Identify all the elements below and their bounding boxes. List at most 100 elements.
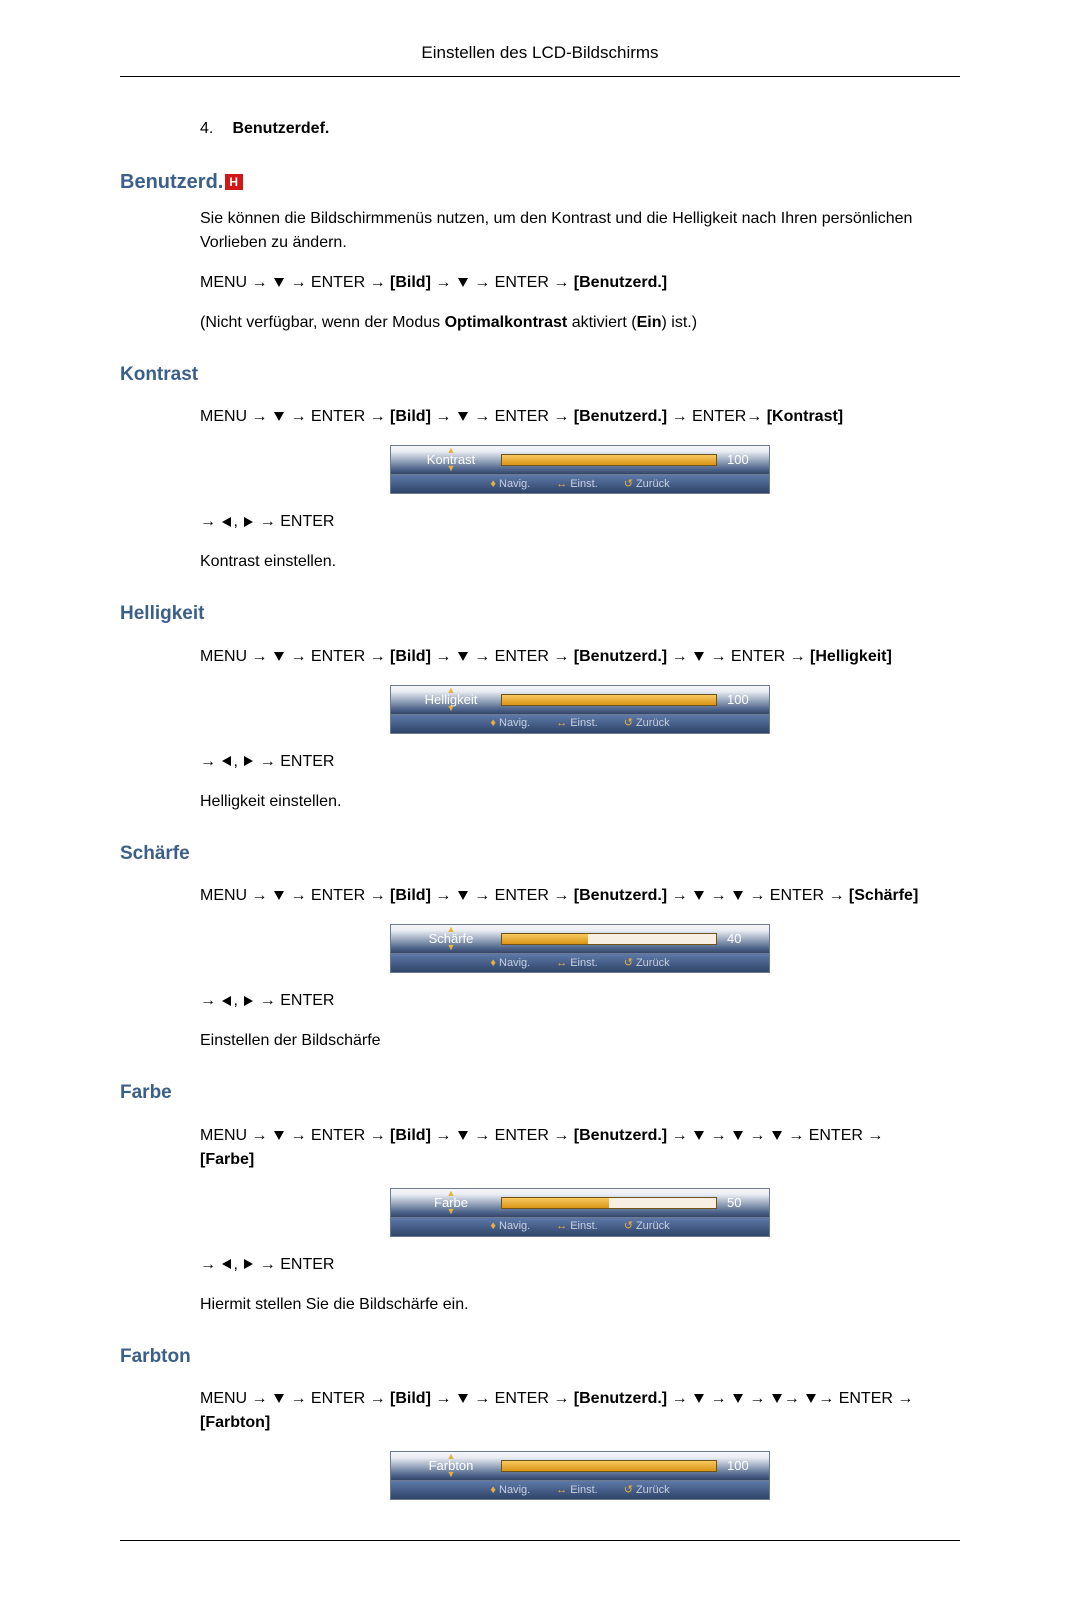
down-icon [772,1131,782,1140]
list-label: Benutzerdef. [232,120,329,137]
right-icon [244,996,253,1006]
footer-einst: ↔Einst. [556,955,598,972]
osd-strip: ▲ Helligkeit ▼ 100 [390,685,770,715]
path-benutzerd: [Benutzerd.] [574,648,667,665]
path-text: → ENTER [255,513,334,530]
footer-zuruck: ↺Zurück [624,1218,670,1235]
osd-footer: ♦Navig. ↔Einst. ↺Zurück [390,715,770,734]
footer-einst: ↔Einst. [556,1482,598,1499]
schaerfe-desc: Einstellen der Bildschärfe [200,1029,960,1053]
path-text: → ENTER → [470,887,574,904]
farbe-desc: Hiermit stellen Sie die Bildschärfe ein. [200,1293,960,1317]
footer-einst: ↔Einst. [556,715,598,732]
up-icon: ▲ [447,684,456,698]
osd-bar: 100 [501,690,759,710]
up-icon: ▲ [447,923,456,937]
farbton-path: MENU → → ENTER → [Bild] → → ENTER → [Ben… [200,1387,960,1435]
osd-farbton: ▲ Farbton ▼ 100 ♦Navig. ↔Einst. ↺Zurück [200,1451,960,1500]
down-icon [694,652,704,661]
path-bild: [Bild] [390,274,431,291]
down-icon [458,1131,468,1140]
osd-strip: ▲ Farbton ▼ 100 [390,1451,770,1481]
bar-value: 40 [727,929,759,949]
heading-farbton: Farbton [120,1343,960,1372]
down-icon [274,412,284,421]
down-icon [694,1131,704,1140]
footer-nav: ♦Navig. [490,476,530,493]
left-icon [222,517,231,527]
path-target: [Schärfe] [849,887,918,904]
down-icon: ▼ [447,941,456,955]
footer-zuruck: ↺Zurück [624,1482,670,1499]
path-bild: [Bild] [390,408,431,425]
helligkeit-path: MENU → → ENTER → [Bild] → → ENTER → [Ben… [200,645,960,669]
schaerfe-path: MENU → → ENTER → [Bild] → → ENTER → [Ben… [200,884,960,908]
bar-fill [502,1198,609,1208]
footer-zuruck: ↺Zurück [624,476,670,493]
bar-fill [502,1461,716,1471]
path-text: MENU → [200,1127,272,1144]
osd-label: ▲ Farbe ▼ [401,1193,501,1213]
osd-kontrast: ▲ Kontrast ▼ 100 ♦Navig. ↔Einst. ↺Zurück [200,445,960,494]
footer-nav: ♦Navig. [490,955,530,972]
page-header-title: Einstellen des LCD-Bildschirms [120,40,960,76]
benutzerd-path: MENU → → ENTER → [Bild] → → ENTER → [Ben… [200,271,960,295]
osd-schaerfe: ▲ Schärfe ▼ 40 ♦Navig. ↔Einst. ↺Zurück [200,924,960,973]
bar-value: 100 [727,690,759,710]
heading-benutzerd: Benutzerd.H [120,167,960,197]
bar-value: 100 [727,1456,759,1476]
down-icon [274,278,284,287]
down-icon [772,1394,782,1403]
path-text: → ENTER [255,992,334,1009]
bar-track [501,694,717,706]
path-text: → ENTER → [745,887,849,904]
path-benutzerd: [Benutzerd.] [574,408,667,425]
osd-bar: 50 [501,1193,759,1213]
osd-footer: ♦Navig. ↔Einst. ↺Zurück [390,475,770,494]
heading-benutzerd-text: Benutzerd. [120,171,223,193]
osd-footer: ♦Navig. ↔Einst. ↺Zurück [390,954,770,973]
down-icon [806,1394,816,1403]
path-text: MENU → [200,1390,272,1407]
osd-label: ▲ Kontrast ▼ [401,450,501,470]
path-text: → ENTER [255,753,334,770]
heading-farbe: Farbe [120,1079,960,1108]
bar-track [501,1197,717,1209]
footer-zuruck: ↺Zurück [624,715,670,732]
note-bold: Ein [637,314,662,331]
path-text: → ENTER → [286,408,390,425]
path-benutzerd: [Benutzerd.] [574,274,667,291]
schaerfe-adjust: → , → ENTER [200,989,960,1013]
path-text: → ENTER → [784,1127,884,1144]
path-benutzerd: [Benutzerd.] [574,887,667,904]
down-icon [458,278,468,287]
up-icon: ▲ [447,1187,456,1201]
path-target: [Farbe] [200,1151,254,1168]
path-text: → ENTER [255,1256,334,1273]
helligkeit-desc: Helligkeit einstellen. [200,790,960,814]
helligkeit-adjust: → , → ENTER [200,750,960,774]
path-text: → ENTER → [470,408,574,425]
osd-label: ▲ Helligkeit ▼ [401,690,501,710]
down-icon [733,1394,743,1403]
path-text: → ENTER → [470,648,574,665]
footer-nav: ♦Navig. [490,1482,530,1499]
kontrast-desc: Kontrast einstellen. [200,550,960,574]
heading-schaerfe: Schärfe [120,840,960,869]
path-text: → ENTER → [470,274,574,291]
footer-rule [120,1540,960,1541]
osd-strip: ▲ Farbe ▼ 50 [390,1188,770,1218]
path-text: → ENTER → [818,1390,913,1407]
path-text: → ENTER → [286,1390,390,1407]
down-icon [274,652,284,661]
osd-strip: ▲ Schärfe ▼ 40 [390,924,770,954]
kontrast-adjust: → , → ENTER [200,510,960,534]
osd-bar: 40 [501,929,759,949]
osd-strip: ▲ Kontrast ▼ 100 [390,445,770,475]
right-icon [244,756,253,766]
down-icon [458,652,468,661]
path-text: → ENTER → [286,1127,390,1144]
down-icon: ▼ [447,1205,456,1219]
path-text: → ENTER → [706,648,810,665]
list-item-4: 4. Benutzerdef. [120,117,960,141]
